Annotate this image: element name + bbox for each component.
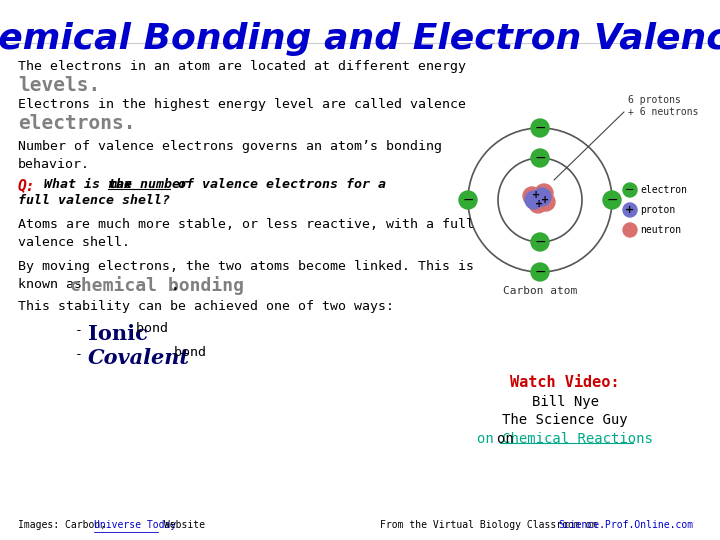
Text: of valence electrons for a: of valence electrons for a (170, 178, 386, 191)
Text: full valence shell?: full valence shell? (18, 194, 170, 207)
Circle shape (523, 187, 541, 205)
Circle shape (535, 184, 553, 202)
Text: +: + (541, 195, 549, 205)
Text: electrons.: electrons. (18, 114, 135, 133)
Text: .: . (170, 276, 181, 294)
Circle shape (623, 183, 637, 197)
Circle shape (531, 149, 549, 167)
Text: +: + (535, 199, 543, 209)
Circle shape (537, 193, 555, 211)
Text: +: + (532, 190, 540, 200)
Text: Watch Video:: Watch Video: (510, 375, 620, 390)
Text: proton: proton (640, 205, 675, 215)
Text: Atoms are much more stable, or less reactive, with a full
valence shell.: Atoms are much more stable, or less reac… (18, 218, 474, 249)
Text: on Chemical Reactions: on Chemical Reactions (477, 432, 653, 446)
Circle shape (603, 191, 621, 209)
Text: on: on (497, 432, 522, 446)
Text: −: − (606, 193, 618, 207)
Text: By moving electrons, the two atoms become linked. This is
known as: By moving electrons, the two atoms becom… (18, 260, 474, 291)
Text: −: − (534, 121, 546, 135)
Text: The electrons in an atom are located at different energy: The electrons in an atom are located at … (18, 60, 466, 73)
Text: Q:: Q: (18, 178, 35, 193)
Circle shape (525, 191, 543, 209)
Circle shape (531, 263, 549, 281)
Text: −: − (462, 193, 474, 207)
Text: Covalent: Covalent (88, 348, 190, 368)
Text: levels.: levels. (18, 76, 100, 95)
Text: bond: bond (128, 322, 168, 335)
Text: From the Virtual Biology Classroom on: From the Virtual Biology Classroom on (380, 520, 603, 530)
Text: -: - (75, 348, 83, 361)
Text: The Science Guy: The Science Guy (502, 413, 628, 427)
Text: Ionic: Ionic (88, 324, 148, 344)
Text: Carbon atom: Carbon atom (503, 286, 577, 296)
Text: Science.Prof.Online.com: Science.Prof.Online.com (558, 520, 693, 530)
Text: chemical bonding: chemical bonding (70, 276, 244, 295)
Circle shape (533, 188, 551, 206)
Text: What is the: What is the (36, 178, 140, 191)
Text: This stability can be achieved one of two ways:: This stability can be achieved one of tw… (18, 300, 394, 313)
Text: -: - (75, 324, 83, 337)
Text: Images: Carbon,: Images: Carbon, (18, 520, 112, 530)
Text: Number of valence electrons governs an atom’s bonding
behavior.: Number of valence electrons governs an a… (18, 140, 442, 171)
Text: Electrons in the highest energy level are called valence: Electrons in the highest energy level ar… (18, 98, 466, 111)
Text: 6 protons
+ 6 neutrons: 6 protons + 6 neutrons (628, 95, 698, 117)
Text: electron: electron (640, 185, 687, 195)
Text: bond: bond (166, 346, 206, 359)
Text: −: − (534, 151, 546, 165)
Circle shape (623, 203, 637, 217)
Text: Website: Website (158, 520, 205, 530)
Text: +: + (626, 205, 634, 215)
Text: max number: max number (108, 178, 188, 191)
Circle shape (531, 119, 549, 137)
Circle shape (459, 191, 477, 209)
Text: −: − (625, 185, 635, 195)
Text: Universe Today: Universe Today (94, 520, 176, 530)
Circle shape (531, 233, 549, 251)
Text: −: − (534, 265, 546, 279)
Text: Bill Nye: Bill Nye (531, 395, 598, 409)
Text: Chemical Bonding and Electron Valences: Chemical Bonding and Electron Valences (0, 22, 720, 56)
Circle shape (623, 223, 637, 237)
Circle shape (529, 195, 547, 213)
Text: neutron: neutron (640, 225, 681, 235)
Text: −: − (534, 235, 546, 249)
